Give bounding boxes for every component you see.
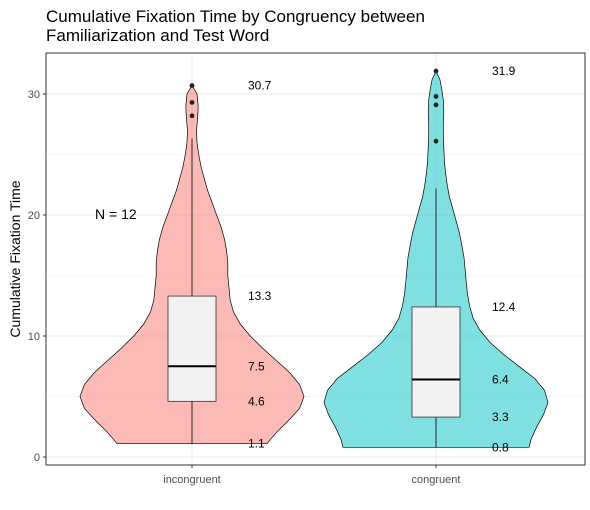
- outlier-point: [189, 100, 195, 105]
- value-label-congruent: 12.4: [492, 300, 516, 314]
- value-label-congruent: 3.3: [492, 410, 509, 424]
- x-tick-label: incongruent: [163, 474, 221, 486]
- outlier-point: [433, 68, 439, 74]
- outlier-point: [433, 102, 439, 108]
- box-congruent: [411, 306, 461, 418]
- y-tick-label: 20: [28, 210, 40, 222]
- y-axis-title: Cumulative Fixation Time: [7, 180, 23, 337]
- x-tick-label: congruent: [412, 474, 461, 486]
- y-tick-label: 10: [28, 331, 40, 343]
- panel-border: [45, 52, 586, 466]
- value-label-congruent: 0.8: [492, 440, 509, 454]
- outlier-point: [433, 94, 439, 99]
- value-label-incongruent: 1.1: [248, 437, 265, 451]
- outlier-point: [433, 138, 439, 144]
- outlier-point: [189, 83, 195, 88]
- chart-title-line-2: Familiarization and Test Word: [46, 26, 270, 45]
- box-incongruent: [167, 295, 217, 402]
- value-label-congruent: 31.9: [492, 64, 516, 78]
- sample-size-annotation: N = 12: [95, 206, 137, 222]
- value-label-incongruent: 13.3: [248, 289, 272, 303]
- chart-title-line-1: Cumulative Fixation Time by Congruency b…: [46, 7, 425, 26]
- value-label-incongruent: 30.7: [248, 79, 272, 93]
- y-tick-label: 30: [28, 89, 40, 101]
- y-tick-label: 0: [34, 452, 40, 464]
- outlier-point: [189, 113, 195, 119]
- value-label-incongruent: 7.5: [248, 359, 265, 373]
- value-label-congruent: 6.4: [492, 373, 509, 387]
- value-label-incongruent: 4.6: [248, 394, 265, 408]
